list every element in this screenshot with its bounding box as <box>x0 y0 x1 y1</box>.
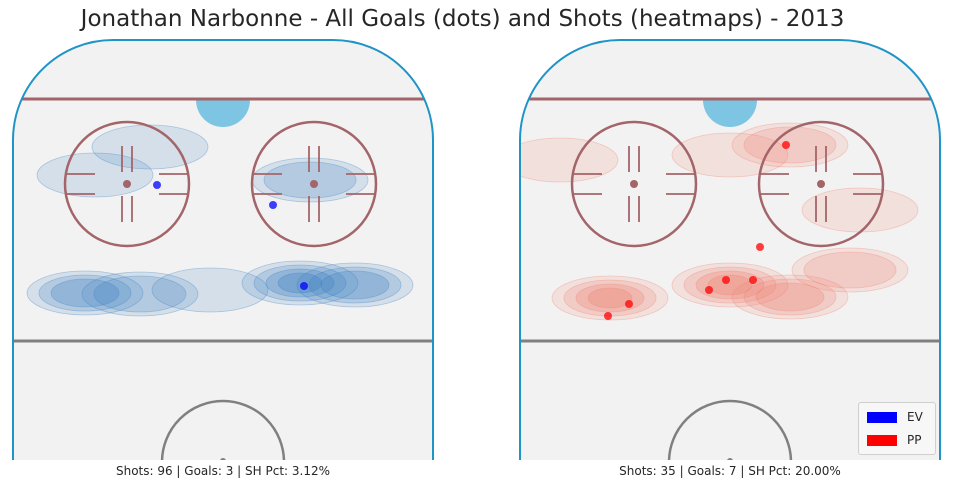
heat-contour-pp-0-0 <box>551 275 669 321</box>
heat-contour-pp-1-3 <box>707 274 753 296</box>
heat-contour-pp-6-0 <box>671 132 789 178</box>
heat-contour-ev-0-1 <box>38 274 132 312</box>
crease-left <box>196 100 250 127</box>
heat-contour-ev-3-1 <box>253 264 347 302</box>
heat-contour-ev-7-0 <box>36 152 154 198</box>
center-circle-left <box>160 399 286 460</box>
goal-dot-pp-3 <box>749 276 757 284</box>
heat-contour-ev-4-1 <box>308 266 402 304</box>
heat-contour-pp-2-0 <box>731 274 849 320</box>
goal-dots-pp <box>604 141 790 320</box>
legend-item-pp: PP <box>867 433 921 447</box>
goal-dot-ev-0 <box>153 181 161 189</box>
faceoff-circles-left <box>63 120 378 248</box>
heat-contour-ev-3-3 <box>277 272 323 294</box>
legend-item-ev: EV <box>867 410 923 424</box>
heat-contour-ev-1-0 <box>81 271 199 317</box>
legend-label-ev: EV <box>907 410 923 424</box>
legend-swatch-pp <box>867 434 897 446</box>
heat-contour-ev-4-0 <box>296 262 414 308</box>
heat-contour-ev-0-2 <box>50 278 120 308</box>
goal-dot-pp-6 <box>604 312 612 320</box>
heat-contour-pp-2-1 <box>743 278 837 316</box>
goal-dot-pp-2 <box>722 276 730 284</box>
heat-contour-ev-4-2 <box>320 270 390 300</box>
crease-right <box>703 100 757 127</box>
shot-heatmap-ev <box>26 124 414 317</box>
boards-left <box>12 39 434 460</box>
faceoff-circles-right <box>570 120 885 248</box>
heat-contour-ev-3-2 <box>265 268 335 298</box>
heat-contour-pp-1-2 <box>695 270 765 300</box>
goal-dot-ev-1 <box>269 201 277 209</box>
heat-contour-pp-5-0 <box>520 137 619 183</box>
heat-contour-ev-2-0 <box>151 267 269 313</box>
heat-contour-ev-0-0 <box>26 270 144 316</box>
legend-label-pp: PP <box>907 433 922 447</box>
goal-dot-pp-4 <box>705 286 713 294</box>
goal-dot-pp-5 <box>625 300 633 308</box>
boards-right <box>519 39 941 460</box>
heat-contour-ev-5-1 <box>263 161 357 199</box>
heat-contour-pp-3-0 <box>791 247 909 293</box>
caption-ev: Shots: 96 | Goals: 3 | SH Pct: 3.12% <box>115 464 331 478</box>
heat-contour-pp-0-3 <box>587 287 633 309</box>
heat-contour-pp-2-2 <box>755 282 825 312</box>
caption-pp: Shots: 35 | Goals: 7 | SH Pct: 20.00% <box>619 464 841 478</box>
heat-contour-ev-1-1 <box>93 275 187 313</box>
heat-contour-pp-3-1 <box>803 251 897 289</box>
goal-dots-ev <box>153 181 308 290</box>
goal-dot-pp-1 <box>756 243 764 251</box>
legend-swatch-ev <box>867 411 897 423</box>
heat-contour-ev-6-0 <box>91 124 209 170</box>
heat-contour-pp-1-0 <box>671 262 789 308</box>
legend: EV PP <box>858 402 936 455</box>
goal-dot-pp-0 <box>782 141 790 149</box>
heat-contour-ev-3-0 <box>241 260 359 306</box>
goal-dot-ev-2 <box>300 282 308 290</box>
rink-left <box>12 39 434 460</box>
rink-right <box>519 39 941 460</box>
chart-title: Jonathan Narbonne - All Goals (dots) and… <box>80 6 845 32</box>
center-circle-right <box>667 399 793 460</box>
